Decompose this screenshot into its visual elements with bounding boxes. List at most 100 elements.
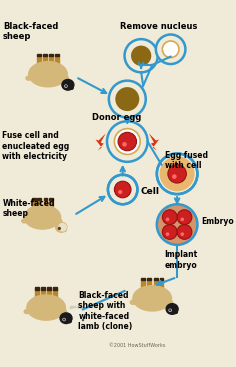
Circle shape	[160, 156, 195, 191]
FancyBboxPatch shape	[41, 287, 45, 290]
Circle shape	[118, 190, 122, 194]
FancyBboxPatch shape	[55, 55, 59, 63]
Ellipse shape	[60, 313, 72, 324]
FancyBboxPatch shape	[32, 200, 36, 207]
FancyBboxPatch shape	[38, 198, 41, 200]
Circle shape	[172, 174, 177, 179]
Text: Fuse cell and
enucleated egg
with electricity: Fuse cell and enucleated egg with electr…	[2, 131, 69, 161]
Ellipse shape	[59, 75, 68, 84]
FancyBboxPatch shape	[49, 54, 53, 56]
Ellipse shape	[81, 317, 87, 322]
FancyBboxPatch shape	[73, 306, 75, 310]
FancyBboxPatch shape	[147, 280, 151, 288]
Circle shape	[122, 142, 127, 146]
Ellipse shape	[56, 222, 67, 232]
Ellipse shape	[53, 218, 62, 226]
Text: Donor egg: Donor egg	[92, 113, 142, 122]
Circle shape	[63, 319, 65, 320]
FancyBboxPatch shape	[37, 54, 41, 56]
FancyBboxPatch shape	[154, 278, 157, 280]
FancyBboxPatch shape	[44, 200, 47, 207]
Ellipse shape	[68, 86, 73, 89]
FancyBboxPatch shape	[154, 280, 157, 288]
Circle shape	[168, 164, 186, 183]
FancyBboxPatch shape	[53, 289, 57, 297]
Polygon shape	[96, 134, 106, 151]
FancyBboxPatch shape	[35, 289, 39, 297]
FancyBboxPatch shape	[37, 55, 41, 63]
FancyBboxPatch shape	[43, 55, 47, 63]
Circle shape	[177, 225, 192, 239]
FancyBboxPatch shape	[47, 287, 51, 290]
Ellipse shape	[22, 219, 27, 223]
FancyBboxPatch shape	[38, 200, 41, 207]
Text: Black-faced
sheep: Black-faced sheep	[3, 22, 58, 41]
Ellipse shape	[27, 295, 65, 320]
Ellipse shape	[84, 320, 87, 322]
Ellipse shape	[133, 286, 172, 311]
Ellipse shape	[57, 308, 67, 317]
Circle shape	[162, 41, 179, 58]
Circle shape	[131, 46, 151, 66]
FancyBboxPatch shape	[141, 280, 145, 288]
FancyBboxPatch shape	[70, 306, 72, 310]
Circle shape	[65, 85, 67, 87]
Circle shape	[82, 319, 84, 321]
Circle shape	[181, 218, 184, 221]
Circle shape	[114, 181, 131, 198]
FancyBboxPatch shape	[160, 278, 164, 280]
Circle shape	[162, 210, 177, 225]
Circle shape	[125, 39, 158, 72]
Circle shape	[181, 232, 184, 236]
Circle shape	[63, 319, 65, 320]
Text: Black-faced
sheep with
white-faced
lamb (clone): Black-faced sheep with white-faced lamb …	[78, 291, 133, 331]
Circle shape	[170, 310, 171, 311]
Circle shape	[65, 86, 66, 87]
Circle shape	[115, 87, 139, 111]
FancyBboxPatch shape	[43, 54, 47, 56]
Ellipse shape	[61, 228, 66, 232]
Circle shape	[162, 225, 177, 239]
Circle shape	[114, 128, 140, 155]
Ellipse shape	[29, 62, 67, 87]
FancyBboxPatch shape	[55, 54, 59, 56]
Circle shape	[157, 204, 197, 245]
Circle shape	[169, 309, 171, 311]
Text: Egg fused
with cell: Egg fused with cell	[165, 151, 208, 170]
Text: ©2001 HowStuffWorks: ©2001 HowStuffWorks	[109, 343, 165, 348]
Text: Remove nucleus: Remove nucleus	[120, 22, 197, 30]
Ellipse shape	[62, 80, 74, 90]
Text: Implant
embryo: Implant embryo	[164, 250, 198, 270]
Ellipse shape	[166, 304, 178, 314]
FancyBboxPatch shape	[53, 287, 57, 290]
Polygon shape	[149, 134, 159, 151]
Text: Cell: Cell	[140, 187, 159, 196]
FancyBboxPatch shape	[141, 278, 145, 280]
FancyBboxPatch shape	[49, 198, 53, 200]
Ellipse shape	[24, 205, 61, 229]
FancyBboxPatch shape	[35, 287, 39, 290]
FancyBboxPatch shape	[49, 200, 53, 207]
FancyBboxPatch shape	[147, 278, 151, 280]
Circle shape	[108, 175, 137, 204]
Circle shape	[118, 132, 136, 151]
Circle shape	[177, 210, 192, 225]
Ellipse shape	[130, 300, 136, 304]
FancyBboxPatch shape	[44, 198, 47, 200]
Circle shape	[59, 228, 60, 229]
Circle shape	[110, 177, 136, 203]
FancyBboxPatch shape	[76, 306, 78, 310]
Text: White-faced
sheep: White-faced sheep	[3, 199, 55, 218]
Ellipse shape	[59, 224, 66, 231]
FancyBboxPatch shape	[80, 306, 82, 310]
Ellipse shape	[66, 309, 85, 321]
Text: Embryo: Embryo	[201, 217, 234, 226]
FancyBboxPatch shape	[47, 289, 51, 297]
Ellipse shape	[164, 299, 173, 308]
FancyBboxPatch shape	[49, 55, 53, 63]
Ellipse shape	[26, 76, 31, 80]
FancyBboxPatch shape	[32, 198, 36, 200]
Circle shape	[157, 153, 197, 194]
FancyBboxPatch shape	[41, 289, 45, 297]
Circle shape	[166, 232, 169, 236]
